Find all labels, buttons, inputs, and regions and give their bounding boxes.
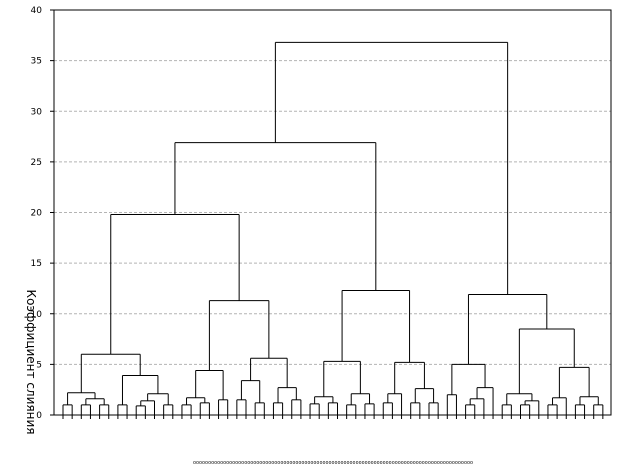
y-tick-label: 5 [36, 360, 42, 370]
y-axis-title: Коэффициент слияния [24, 290, 38, 435]
y-tick-label: 10 [31, 310, 43, 320]
gridlines [54, 60, 611, 365]
y-tick-label: 35 [31, 57, 42, 67]
y-axis: 0 5 10 15 20 25 30 35 40 [31, 6, 54, 421]
y-tick-label: 0 [36, 411, 42, 421]
y-tick-label: 30 [31, 107, 43, 117]
y-tick-label: 25 [31, 158, 42, 168]
y-tick-label: 40 [31, 6, 43, 16]
y-tick-label: 20 [31, 209, 43, 219]
leaf-labels: oooooooooooooooooooooooooooooooooooooooo… [193, 460, 473, 466]
dendrogram-links [62, 41, 604, 419]
y-tick-label: 15 [31, 259, 42, 269]
